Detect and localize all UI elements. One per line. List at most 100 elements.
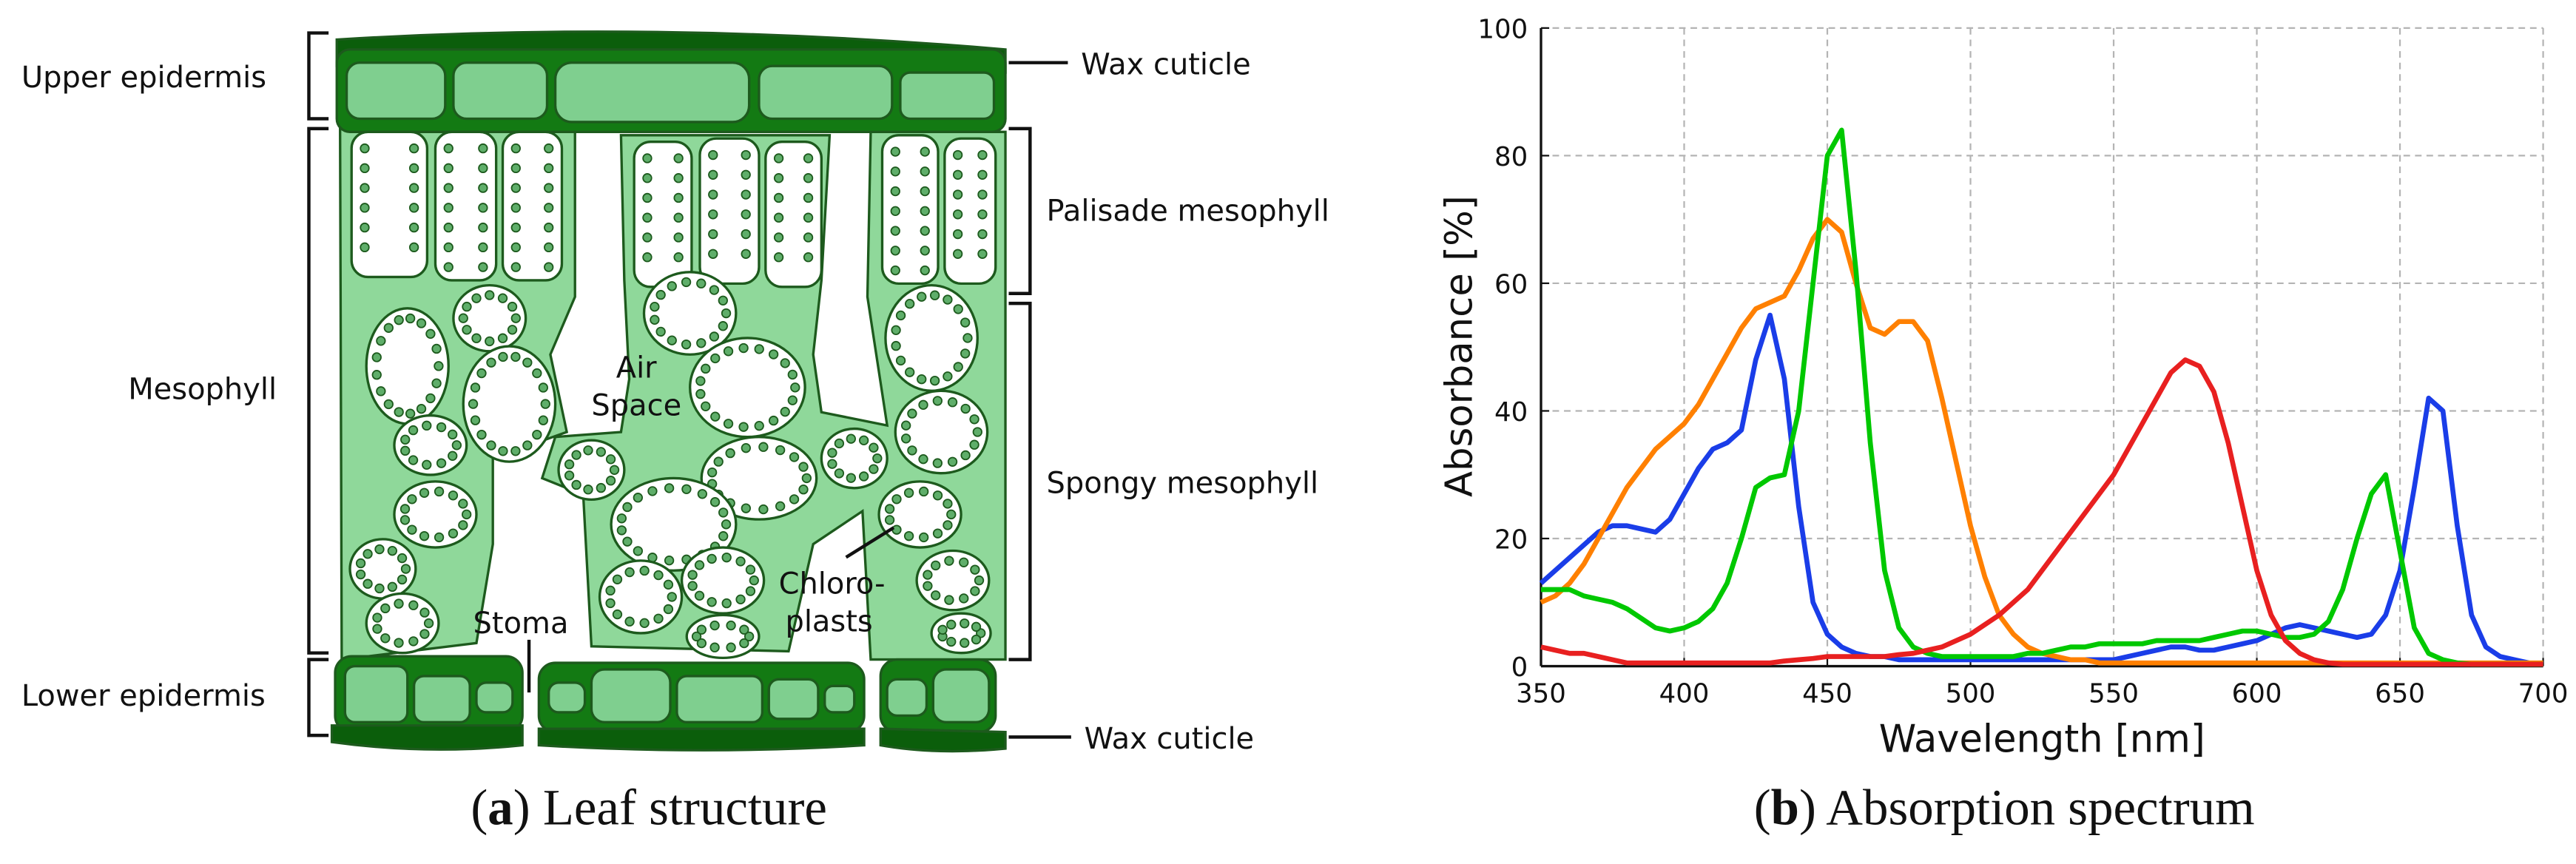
chloroplast <box>681 339 692 350</box>
chloroplast <box>920 206 930 217</box>
chloroplast <box>952 229 963 240</box>
chloroplast <box>758 504 769 515</box>
chloroplast <box>929 375 940 386</box>
chloroplast <box>932 458 943 468</box>
chloroplast <box>891 340 901 351</box>
chloroplast <box>726 642 736 652</box>
chloroplast <box>408 425 419 436</box>
chloroplast <box>616 525 627 536</box>
chloroplast <box>399 504 411 514</box>
chloroplast <box>374 583 385 594</box>
chloroplast <box>510 313 521 323</box>
chloroplast <box>905 367 915 377</box>
chloroplast <box>723 346 734 357</box>
chloroplast <box>419 607 430 618</box>
chloroplast <box>408 636 419 647</box>
chloroplast <box>647 486 658 496</box>
chloroplast <box>624 616 635 627</box>
chloroplast <box>944 556 954 566</box>
chloroplast <box>918 453 928 465</box>
y-tick-label: 60 <box>1494 269 1528 300</box>
chloroplast <box>708 169 718 180</box>
chloroplast <box>952 149 963 161</box>
chloroplast <box>754 344 764 354</box>
chloroplast <box>947 456 958 467</box>
chloroplast <box>360 203 370 213</box>
chloroplast <box>596 482 607 493</box>
chloroplast <box>787 369 798 380</box>
chloroplast <box>707 467 718 478</box>
chloroplast <box>622 536 633 547</box>
chloroplast <box>946 509 957 520</box>
chloroplast <box>448 490 459 501</box>
chloroplast <box>960 348 971 359</box>
chloroplast <box>510 203 521 213</box>
label: Spongy mesophyll <box>1047 466 1319 500</box>
chloroplast <box>633 546 644 556</box>
chloroplast <box>497 333 508 343</box>
chloroplast <box>360 183 370 193</box>
chloroplast <box>960 403 971 414</box>
chloroplast <box>946 619 957 630</box>
chloroplast <box>583 485 593 495</box>
chloroplast <box>738 342 749 354</box>
chloroplast <box>363 578 373 589</box>
chloroplast <box>462 509 472 520</box>
chloroplast <box>708 209 718 220</box>
chloroplast <box>943 499 953 509</box>
x-tick-label: 400 <box>1659 678 1710 709</box>
caption-letter: b <box>1771 779 1799 835</box>
chloroplast <box>650 314 660 325</box>
chloroplast <box>801 473 812 484</box>
chloroplast <box>458 499 468 509</box>
palisade-cell <box>880 134 940 286</box>
chloroplast <box>710 353 721 364</box>
chloroplast <box>869 464 879 474</box>
caption-part: ( <box>471 779 488 835</box>
chloroplast <box>721 552 732 563</box>
label: Lower epidermis <box>21 679 266 713</box>
chloroplast <box>709 642 720 652</box>
chloroplast <box>695 388 706 399</box>
chloroplast <box>735 556 746 567</box>
chloroplast <box>522 357 533 368</box>
chloroplast <box>780 358 790 368</box>
chloroplast <box>773 252 784 263</box>
chloroplast <box>827 459 837 469</box>
chloroplast <box>408 600 419 610</box>
chloroplast <box>434 486 445 497</box>
chloroplast <box>451 440 462 450</box>
chloroplast <box>380 633 391 644</box>
y-tick-label: 80 <box>1494 142 1528 172</box>
chloroplast <box>834 468 845 479</box>
chloroplast <box>969 439 980 450</box>
chloroplast <box>687 581 698 591</box>
chloroplast <box>931 590 941 601</box>
chloroplast <box>803 173 814 183</box>
series-line <box>1540 357 2543 667</box>
x-tick-label: 550 <box>2088 678 2139 709</box>
chloroplast <box>510 163 521 174</box>
chloroplast <box>360 222 370 233</box>
chloroplast <box>718 321 728 331</box>
chloroplast <box>745 586 756 596</box>
chloroplast <box>694 560 705 570</box>
chloroplast <box>425 328 436 339</box>
chloroplast <box>507 301 518 312</box>
chloroplast <box>436 422 447 433</box>
chloroplast <box>903 530 914 541</box>
x-axis-title: Wavelength [nm] <box>1879 718 2205 761</box>
chloroplast <box>696 624 707 635</box>
chloroplast <box>959 593 969 604</box>
chloroplast <box>946 636 957 647</box>
chloroplast <box>696 638 707 649</box>
epidermal-cell <box>767 678 820 720</box>
caption-part: ) Leaf structure <box>513 779 827 835</box>
chloroplast <box>408 183 419 193</box>
chloroplast <box>498 351 508 362</box>
chloroplast <box>498 446 508 456</box>
chloroplast <box>869 442 879 453</box>
chloroplast <box>858 435 869 446</box>
chloroplast <box>408 242 419 253</box>
palisade-cell <box>350 130 429 279</box>
